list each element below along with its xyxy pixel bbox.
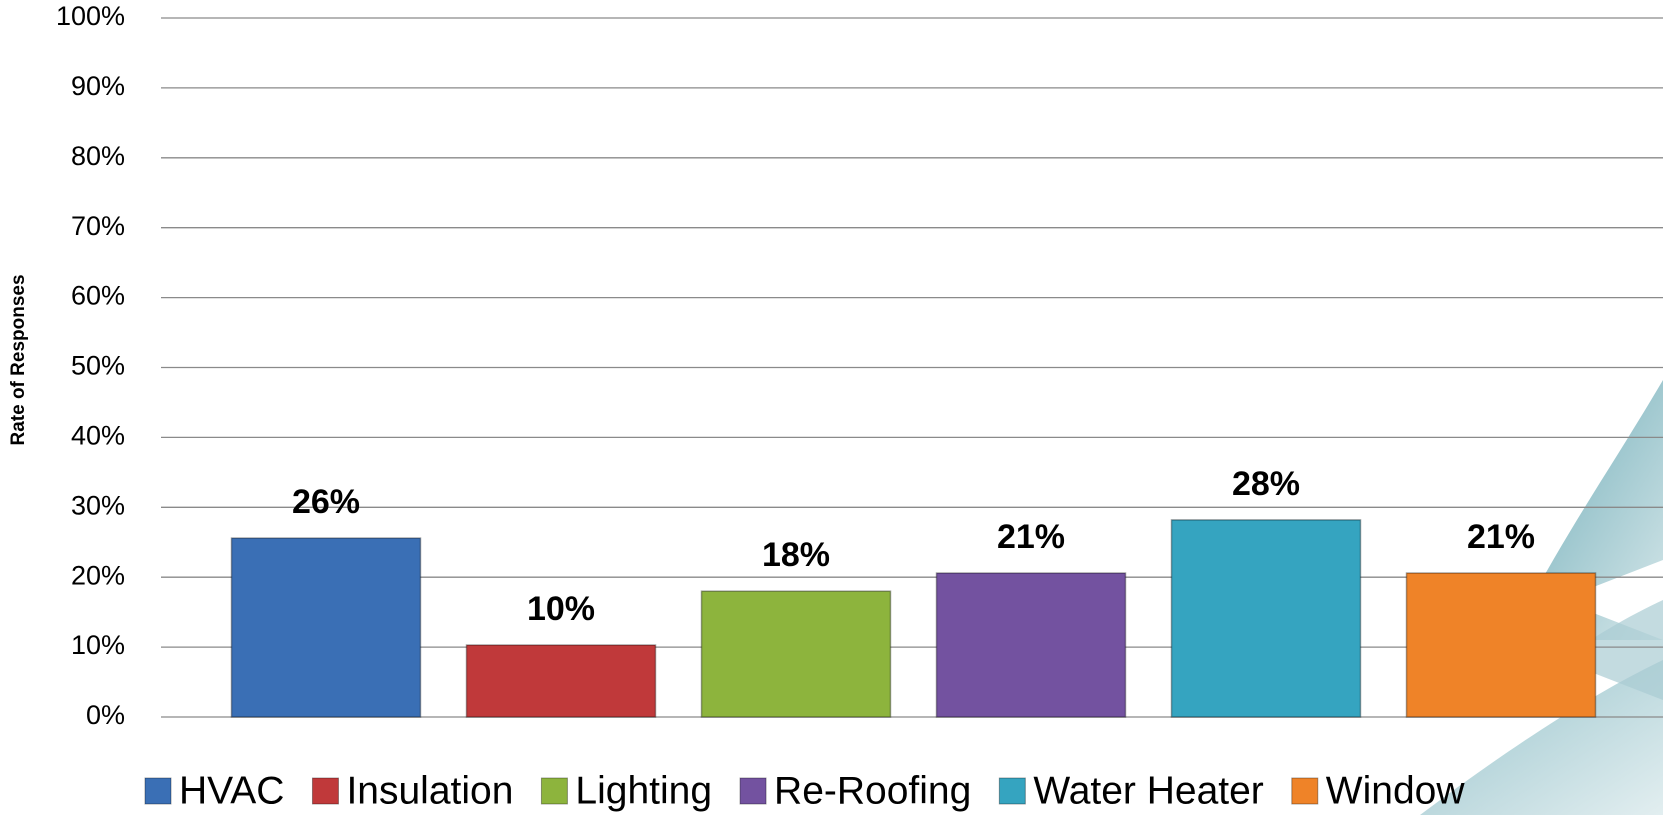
bar [1405, 572, 1597, 718]
legend-label: Insulation [346, 769, 513, 812]
y-tick-label: 80% [71, 141, 125, 171]
bar [700, 590, 892, 718]
legend-label: Re-Roofing [774, 769, 971, 812]
bar [230, 537, 422, 718]
y-tick-label: 50% [71, 351, 125, 381]
y-tick-label: 60% [71, 281, 125, 311]
legend-label: Window [1326, 769, 1466, 812]
y-tick-label: 40% [71, 421, 125, 451]
legend-label: HVAC [179, 769, 284, 812]
bar [1170, 519, 1362, 718]
legend-swatch [739, 777, 767, 805]
y-tick-label: 0% [86, 700, 125, 730]
bar [465, 644, 657, 718]
legend-swatch [311, 777, 339, 805]
legend-swatch [540, 777, 568, 805]
y-axis-title: Rate of Responses [8, 274, 29, 445]
y-tick-label: 90% [71, 71, 125, 101]
legend-label: Lighting [575, 769, 712, 812]
value-label: 10% [527, 590, 595, 628]
value-label: 18% [762, 536, 830, 574]
legend-swatch [998, 777, 1026, 805]
y-tick-label: 100% [56, 1, 125, 31]
value-label: 28% [1232, 465, 1300, 503]
y-tick-label: 20% [71, 560, 125, 590]
bar [935, 572, 1127, 718]
legend-swatch [1291, 777, 1319, 805]
legend: HVAC Insulation Lighting Re-Roofing Water He… [144, 769, 1466, 812]
value-label: 26% [292, 483, 360, 521]
y-tick-label: 30% [71, 490, 125, 520]
legend-swatch [144, 777, 172, 805]
bars: 26% 10% 18% 21% 28% 21% [230, 465, 1597, 718]
legend-label: Water Heater [1033, 769, 1263, 812]
y-tick-label: 10% [71, 630, 125, 660]
value-label: 21% [997, 518, 1065, 556]
value-label: 21% [1467, 518, 1535, 556]
y-tick-label: 70% [71, 211, 125, 241]
